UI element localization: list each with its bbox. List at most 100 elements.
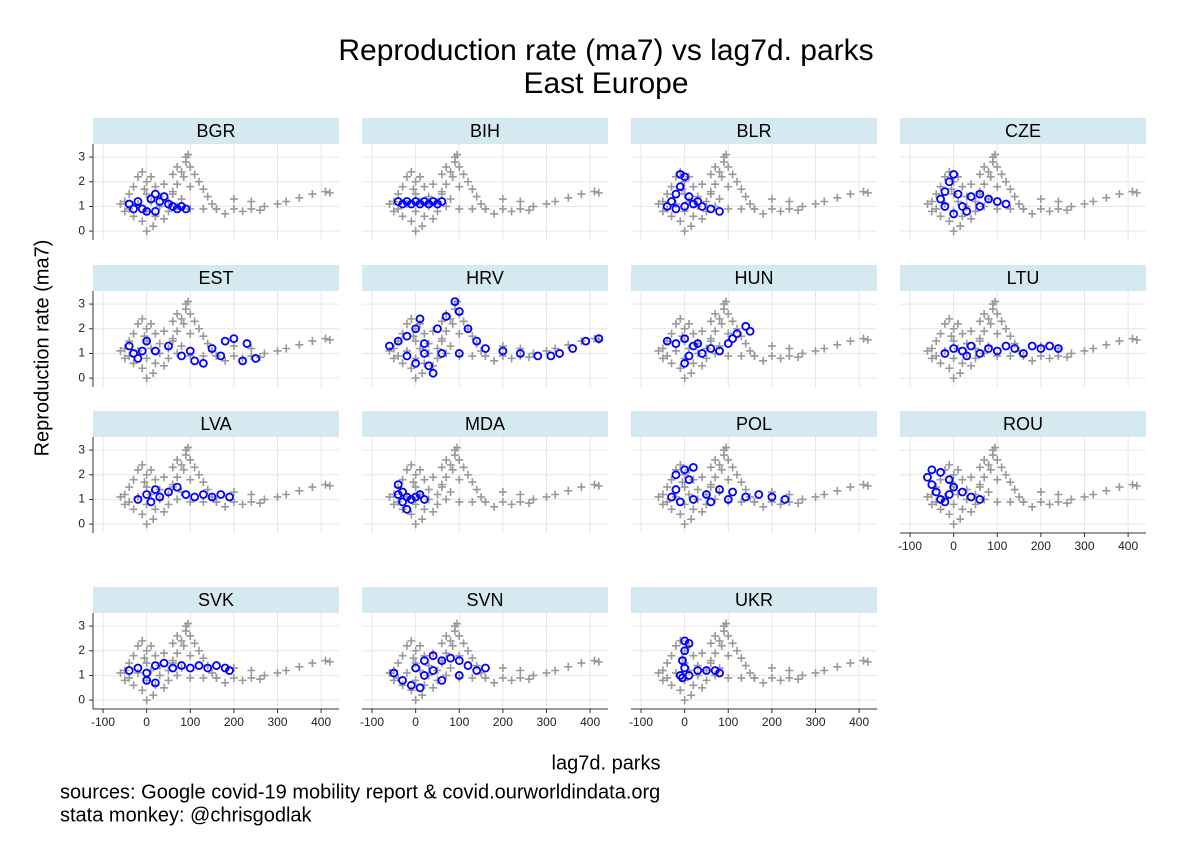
background-point xyxy=(459,317,468,326)
background-point xyxy=(658,344,667,353)
background-point xyxy=(168,317,177,326)
background-point xyxy=(433,354,442,363)
background-point xyxy=(737,351,746,360)
background-point xyxy=(663,659,672,668)
strip xyxy=(631,587,877,613)
background-point xyxy=(407,686,416,695)
background-point xyxy=(516,204,525,213)
background-point xyxy=(663,483,672,492)
background-point xyxy=(1132,188,1141,197)
background-point xyxy=(750,497,759,506)
background-point xyxy=(446,460,455,469)
data-point xyxy=(411,358,421,368)
background-point xyxy=(142,354,151,363)
background-point xyxy=(411,207,420,216)
background-point xyxy=(477,199,486,208)
data-point xyxy=(181,204,191,214)
data-point xyxy=(142,675,152,685)
background-point xyxy=(732,470,741,479)
background-point xyxy=(949,470,958,479)
background-point xyxy=(455,651,464,660)
background-point xyxy=(160,683,169,692)
background-point xyxy=(956,369,965,378)
background-point xyxy=(997,463,1006,472)
data-point xyxy=(728,334,738,344)
data-point xyxy=(944,177,954,187)
note: stata monkey: @chrisgodlak xyxy=(60,804,313,826)
data-point xyxy=(164,341,173,351)
data-point xyxy=(446,653,455,663)
background-point xyxy=(229,342,238,351)
background-point xyxy=(698,507,707,516)
background-point xyxy=(186,673,195,682)
background-point xyxy=(728,639,737,648)
background-point xyxy=(785,204,794,213)
background-point xyxy=(321,480,330,489)
background-point xyxy=(949,520,958,529)
data-point xyxy=(415,683,425,693)
data-point xyxy=(251,353,261,363)
background-point xyxy=(986,319,995,328)
background-point xyxy=(416,465,425,474)
background-point xyxy=(1015,492,1024,501)
data-point xyxy=(706,344,716,353)
background-point xyxy=(133,465,142,474)
background-point xyxy=(308,337,317,346)
background-point xyxy=(715,167,724,176)
data-point xyxy=(411,492,421,502)
panel: EST 0 1 2 3 xyxy=(78,265,339,387)
background-point xyxy=(120,490,129,499)
background-point xyxy=(507,207,516,216)
background-point xyxy=(767,488,776,497)
x-tick-label: 200 xyxy=(762,715,782,729)
background-point xyxy=(956,222,965,231)
x-tick-label: 300 xyxy=(536,715,556,729)
background-point xyxy=(698,180,707,189)
background-point xyxy=(155,671,164,680)
background-point xyxy=(389,354,398,363)
background-point xyxy=(680,177,689,186)
background-point xyxy=(164,207,173,216)
data-point xyxy=(693,666,703,675)
x-tick-label: 300 xyxy=(1074,539,1094,553)
background-point xyxy=(164,500,173,509)
background-point xyxy=(564,662,573,671)
data-point xyxy=(940,497,950,507)
data-point xyxy=(428,368,438,378)
data-point xyxy=(697,202,707,211)
chart-subtitle: East Europe xyxy=(523,67,688,100)
data-point xyxy=(150,678,160,688)
background-point xyxy=(811,346,820,355)
background-point xyxy=(724,162,733,171)
background-point xyxy=(133,172,142,181)
background-point xyxy=(947,332,956,341)
data-point xyxy=(684,671,694,680)
data-point xyxy=(181,490,191,499)
background-point xyxy=(958,182,967,191)
background-point xyxy=(767,342,776,351)
background-point xyxy=(481,351,490,360)
background-point xyxy=(308,483,317,492)
background-point xyxy=(194,470,203,479)
background-point xyxy=(420,329,429,338)
background-point xyxy=(986,465,995,474)
background-point xyxy=(719,446,728,455)
background-point xyxy=(689,651,698,660)
background-point xyxy=(685,319,694,328)
background-point xyxy=(945,510,954,519)
background-point xyxy=(385,199,394,208)
background-point xyxy=(455,329,464,338)
background-point xyxy=(746,346,755,355)
background-point xyxy=(437,190,446,199)
background-point xyxy=(551,490,560,499)
data-point xyxy=(533,351,543,361)
background-point xyxy=(186,182,195,191)
background-point xyxy=(1001,470,1010,479)
background-point xyxy=(525,675,534,684)
data-point xyxy=(931,487,941,497)
strip-label: MDA xyxy=(465,414,505,434)
background-point xyxy=(411,337,420,346)
background-point xyxy=(190,463,199,472)
background-point xyxy=(229,673,238,682)
background-point xyxy=(993,329,1002,338)
